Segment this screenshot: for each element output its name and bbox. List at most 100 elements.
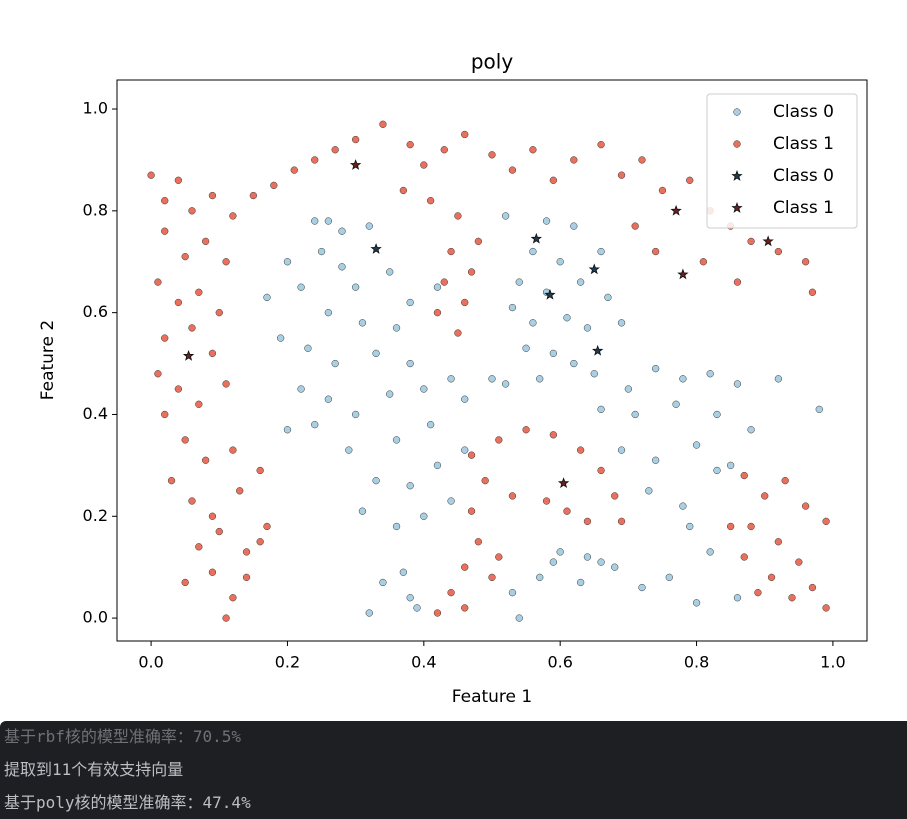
point: [433, 609, 442, 617]
console: 基于rbf核的模型准确率：70.5% 提取到11个有效支持向量 基于poly核的…: [0, 721, 907, 819]
point: [747, 522, 755, 531]
point: [215, 527, 223, 536]
y-tick-label: 0.8: [83, 200, 108, 219]
point: [692, 441, 701, 449]
point: [447, 497, 455, 505]
point: [576, 578, 585, 587]
support-vector: [349, 159, 362, 170]
point: [542, 497, 551, 505]
point: [638, 156, 646, 164]
point: [331, 359, 339, 368]
point: [454, 329, 462, 337]
point: [761, 492, 769, 500]
point: [181, 436, 189, 444]
point: [549, 558, 558, 566]
console-line: 基于rbf核的模型准确率：70.5%: [4, 727, 242, 746]
point: [747, 426, 755, 434]
point: [488, 375, 496, 383]
point: [590, 370, 598, 378]
point: [679, 375, 687, 383]
point: [686, 176, 694, 184]
point: [290, 166, 298, 174]
point: [351, 283, 360, 291]
x-tick-label: 1.0: [820, 653, 845, 672]
point: [795, 558, 803, 566]
point: [597, 247, 605, 256]
support-vector: [670, 204, 682, 216]
point: [420, 161, 428, 169]
point: [174, 298, 183, 307]
point: [379, 578, 387, 587]
point: [256, 538, 264, 546]
point: [488, 151, 496, 159]
point: [597, 141, 605, 149]
point: [461, 446, 469, 454]
point: [433, 461, 442, 470]
point: [399, 186, 408, 195]
point: [433, 308, 442, 317]
point: [597, 466, 605, 475]
point: [256, 466, 264, 475]
point: [576, 446, 585, 454]
point: [508, 303, 517, 312]
point: [686, 522, 694, 531]
point: [236, 487, 244, 495]
y-tick-label: 0.6: [83, 302, 108, 321]
point: [188, 497, 196, 505]
point: [781, 476, 789, 485]
point: [631, 222, 639, 230]
support-vector: [544, 288, 556, 300]
point: [617, 171, 626, 179]
point: [392, 522, 401, 531]
point: [474, 237, 483, 246]
point: [215, 308, 223, 317]
point: [195, 400, 203, 408]
point: [740, 471, 748, 480]
point: [195, 543, 203, 551]
point: [651, 247, 660, 256]
y-tick-label: 0.0: [83, 608, 108, 627]
point: [167, 476, 176, 485]
support-vector: [182, 349, 195, 361]
point: [747, 237, 755, 246]
point: [229, 212, 237, 220]
point: [611, 492, 619, 500]
point: [249, 191, 258, 200]
point: [201, 456, 210, 464]
point: [372, 476, 380, 485]
point: [454, 212, 462, 220]
point: [229, 446, 237, 454]
point: [161, 410, 169, 419]
point: [801, 502, 810, 510]
point: [174, 385, 183, 393]
point: [195, 288, 203, 296]
point: [338, 227, 346, 235]
point: [420, 385, 428, 393]
point: [188, 324, 196, 332]
point: [351, 410, 360, 419]
point: [508, 166, 517, 174]
x-tick-label: 0.0: [138, 653, 163, 672]
point: [222, 380, 230, 388]
legend-marker: [731, 202, 743, 213]
point: [304, 344, 312, 352]
axes-frame: [116, 79, 868, 642]
y-tick-label: 0.4: [83, 404, 108, 423]
point: [161, 334, 169, 342]
point: [536, 375, 544, 383]
y-tick-label: 1.0: [83, 99, 108, 118]
legend-label: Class 0: [773, 102, 834, 122]
point: [583, 324, 592, 332]
point: [631, 410, 639, 419]
point: [399, 568, 408, 576]
point: [658, 186, 667, 195]
point: [713, 466, 721, 475]
legend-marker: [733, 140, 741, 148]
point: [324, 217, 333, 225]
point: [597, 558, 605, 566]
point: [508, 588, 517, 597]
point: [815, 405, 823, 414]
point: [808, 583, 817, 592]
point: [461, 563, 469, 571]
point: [181, 252, 189, 261]
